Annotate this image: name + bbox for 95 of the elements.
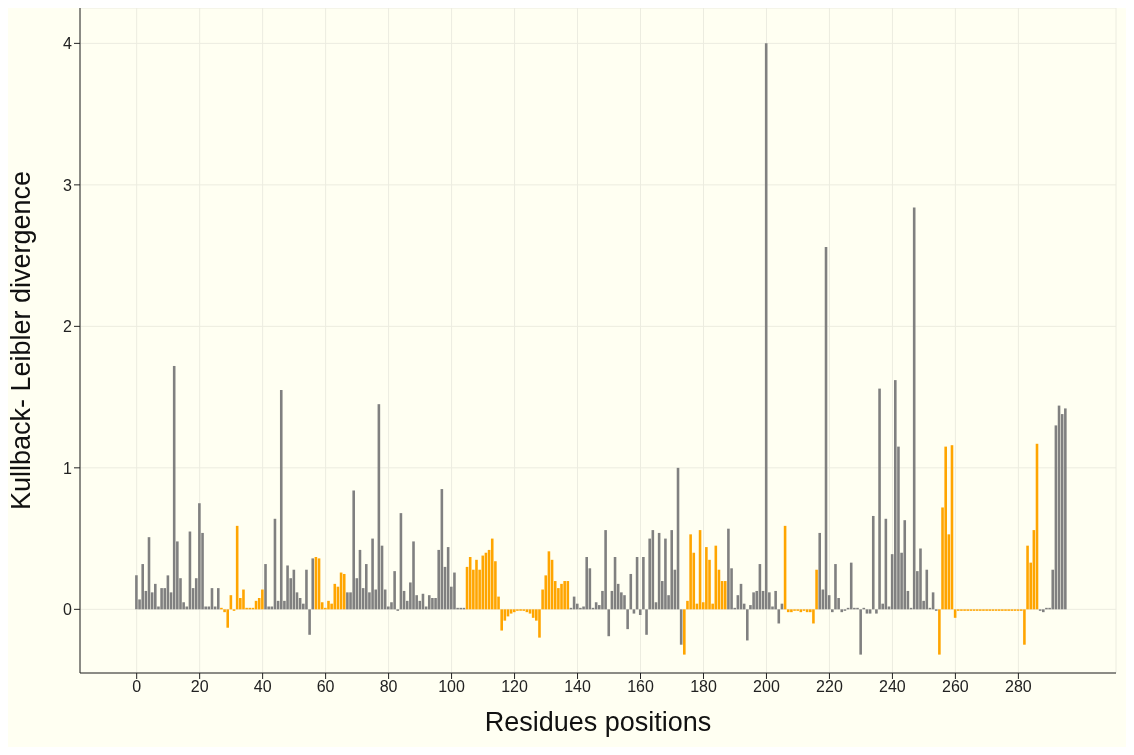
x-tick-label: 120: [501, 678, 528, 696]
bar: [786, 609, 790, 613]
bar: [393, 571, 396, 610]
bar: [938, 609, 941, 655]
y-tick-label: 0: [63, 601, 73, 619]
bar: [141, 564, 144, 610]
y-axis-title: Kullback- Leibler divergence: [5, 170, 36, 511]
x-tick-label: 160: [627, 678, 654, 696]
bar: [777, 609, 781, 624]
bar: [607, 609, 611, 637]
bar: [818, 532, 822, 610]
bar: [431, 598, 434, 610]
bar: [160, 588, 163, 610]
x-tick-label: 60: [316, 678, 335, 696]
x-tick-label: 100: [438, 678, 466, 696]
bar: [925, 569, 929, 610]
bar: [305, 569, 308, 610]
bar: [705, 547, 708, 610]
x-tick-label: 200: [753, 678, 780, 696]
bar: [512, 609, 516, 613]
bar: [563, 581, 566, 610]
bar: [308, 609, 311, 635]
x-tick-label: 40: [253, 678, 272, 696]
x-tick-label: 180: [690, 678, 717, 696]
bar: [871, 515, 875, 610]
bar: [849, 562, 853, 610]
bar: [371, 538, 374, 610]
x-tick-label: 140: [564, 678, 591, 696]
x-tick-label: 220: [816, 678, 843, 696]
bar: [1023, 609, 1026, 645]
bar: [364, 564, 368, 610]
bar: [859, 609, 862, 655]
bar: [815, 569, 818, 610]
bar: [264, 564, 267, 610]
bar: [135, 575, 138, 610]
bar: [585, 556, 588, 610]
bar: [198, 503, 201, 610]
bar: [865, 609, 869, 614]
bar: [412, 541, 415, 610]
bar: [875, 609, 878, 614]
bar: [427, 595, 431, 610]
bar: [1026, 545, 1029, 610]
x-tick-label: 280: [1005, 678, 1032, 696]
x-tick-label: 260: [942, 678, 969, 696]
bar: [629, 573, 633, 610]
bar: [475, 559, 478, 610]
bar: [453, 572, 456, 610]
bar: [1064, 408, 1067, 610]
bar: [261, 589, 264, 610]
x-tick-label: 0: [132, 678, 142, 696]
bar: [623, 595, 626, 610]
bar: [868, 609, 872, 614]
bar: [154, 583, 157, 610]
bar: [638, 609, 642, 615]
bar: [670, 530, 674, 610]
bar: [538, 609, 541, 638]
bar: [812, 609, 815, 624]
bar: [604, 530, 607, 610]
bar: [746, 609, 749, 641]
bar: [632, 609, 636, 614]
bar: [944, 446, 947, 610]
x-tick-label: 80: [379, 678, 398, 696]
bar: [642, 556, 645, 610]
bar: [242, 589, 245, 610]
bar: [500, 609, 503, 631]
bar: [560, 583, 563, 610]
bar: [831, 609, 834, 613]
bar: [352, 490, 355, 610]
x-tick-label: 20: [190, 678, 209, 696]
x-tick-label: 240: [879, 678, 906, 696]
bar: [346, 592, 349, 610]
bar: [216, 588, 220, 610]
bar: [689, 534, 692, 610]
bar: [894, 380, 897, 610]
bar: [752, 592, 755, 610]
bar: [903, 520, 907, 610]
bar: [919, 548, 922, 610]
y-tick-label: 1: [63, 459, 73, 477]
bar: [664, 538, 667, 610]
bar: [878, 388, 881, 610]
bar: [226, 609, 230, 628]
y-tick-label: 3: [63, 176, 73, 194]
y-tick-label: 4: [63, 35, 73, 53]
bar: [279, 390, 283, 610]
bar: [286, 565, 289, 610]
bar: [774, 590, 777, 610]
bar: [626, 609, 629, 630]
bar: [834, 564, 837, 610]
bar: [645, 609, 648, 635]
bar: [490, 538, 494, 610]
x-axis-title: Residues positions: [484, 707, 712, 737]
y-tick-label: 2: [63, 318, 73, 336]
bar: [683, 609, 686, 655]
bar: [727, 528, 730, 610]
bar: [327, 600, 330, 610]
